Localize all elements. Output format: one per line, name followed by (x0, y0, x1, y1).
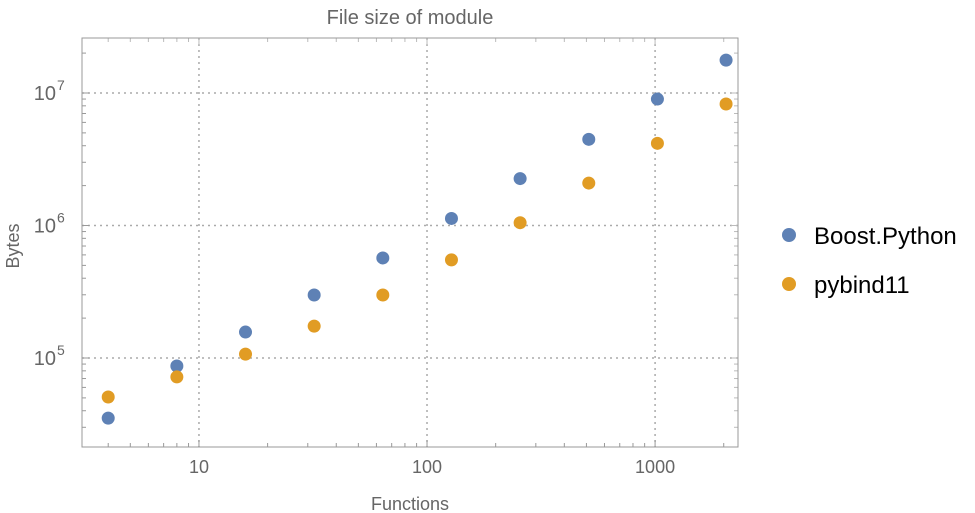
legend-label: Boost.Python (814, 223, 957, 250)
point-pybind11 (376, 288, 390, 302)
point-pybind11 (650, 136, 664, 150)
point-boost-python (239, 325, 253, 339)
point-pybind11 (444, 253, 458, 267)
y-tick-label: 10 (34, 348, 56, 370)
point-boost-python (513, 172, 527, 186)
chart-title: File size of module (327, 7, 494, 29)
legend: Boost.Python pybind11 (782, 223, 957, 299)
y-tick-label: 10 (34, 215, 56, 237)
point-pybind11 (101, 390, 115, 404)
points (101, 53, 733, 425)
y-axis-label: Bytes (3, 223, 23, 268)
point-boost-python (101, 411, 115, 425)
x-tick-label: 100 (412, 457, 442, 477)
point-pybind11 (170, 370, 184, 384)
plot-frame (81, 37, 739, 448)
x-tick-label: 10 (189, 457, 209, 477)
point-boost-python (307, 288, 321, 302)
y-tick-exponent: 5 (57, 342, 65, 358)
point-pybind11 (513, 216, 527, 230)
point-pybind11 (582, 176, 596, 190)
point-pybind11 (239, 347, 253, 361)
y-tick-exponent: 6 (57, 209, 65, 225)
point-boost-python (376, 251, 390, 265)
legend-marker (782, 277, 796, 291)
y-tick-label: 10 (34, 83, 56, 105)
x-tick-label: 1000 (635, 457, 675, 477)
point-pybind11 (307, 319, 321, 333)
grid (82, 38, 738, 447)
point-pybind11 (719, 97, 733, 111)
point-boost-python (444, 211, 458, 225)
point-boost-python (582, 132, 596, 146)
legend-label: pybind11 (814, 272, 910, 299)
x-axis-label: Functions (371, 494, 449, 513)
point-boost-python (719, 53, 733, 67)
point-boost-python (650, 92, 664, 106)
point-boost-python (170, 359, 184, 373)
y-tick-exponent: 7 (57, 77, 65, 93)
legend-marker (782, 228, 796, 242)
